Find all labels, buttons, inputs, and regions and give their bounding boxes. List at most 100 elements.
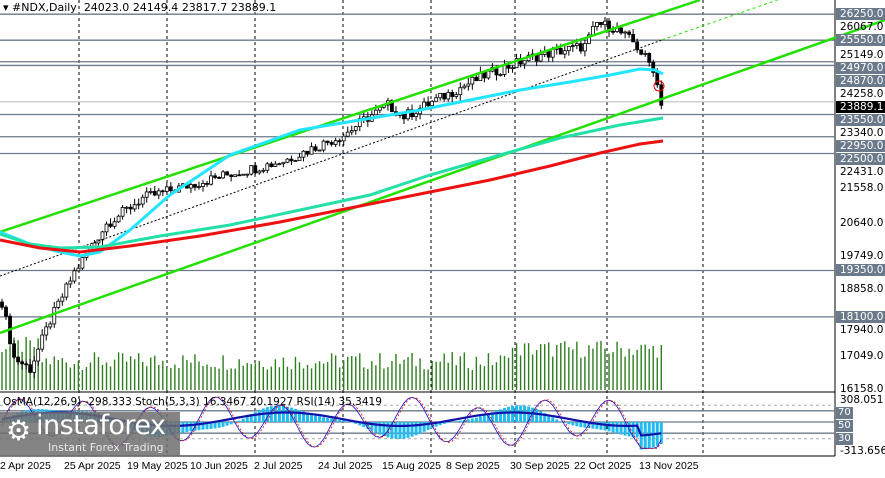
candle-bull (245, 173, 250, 176)
candle-bear (631, 34, 636, 43)
candle-bull (321, 140, 326, 151)
level-label: 24870.0 (836, 75, 885, 88)
price-tick-label: 17940.0 (840, 323, 884, 336)
date-label: 13 Nov 2025 (639, 460, 699, 472)
candle-bull (498, 74, 503, 76)
date-label: 25 Apr 2025 (64, 460, 121, 472)
candle-bull (32, 360, 37, 373)
candle-bull (353, 126, 358, 131)
candle-bull (189, 184, 193, 189)
candle-bear (193, 184, 197, 188)
watermark-brand: instaforex (36, 410, 166, 441)
candle-bear (4, 306, 8, 317)
candle-bear (0, 301, 4, 308)
osc-level-label: 30 (836, 433, 853, 445)
candle-bull (430, 100, 435, 107)
candle-bull (309, 146, 314, 155)
candle-bull (148, 191, 153, 193)
candle-bull (470, 76, 475, 85)
candle-bull (48, 323, 53, 328)
candle-bull (96, 239, 101, 244)
candle-bull (514, 58, 519, 69)
candle-bull (44, 326, 49, 336)
ohlc-open: 24023.0 (83, 1, 130, 14)
candle-bull (265, 163, 270, 171)
candle-bull (486, 70, 491, 79)
candle-bear (24, 363, 29, 366)
candle-bull (40, 334, 45, 350)
candle-bear (237, 174, 242, 177)
level-label: 25550.0 (836, 34, 885, 47)
candle-bear (168, 186, 173, 192)
candle-bear (599, 22, 603, 26)
candle-bull (273, 163, 278, 167)
price-tick-label: 25149.0 (840, 49, 884, 62)
candle-bear (20, 361, 25, 365)
candle-bull (566, 45, 571, 52)
candle-bear (659, 84, 664, 106)
price-tick-label: 18858.0 (840, 282, 884, 295)
channel-middle-extension (661, 0, 779, 41)
candle-bull (333, 140, 338, 145)
instaforex-watermark: ⚙ instaforex Instant Forex Trading (0, 410, 180, 456)
ohlc-high: 24149.4 (132, 1, 179, 14)
candle-bear (619, 27, 623, 34)
candle-bull (406, 109, 410, 120)
ma-slow-line (0, 139, 664, 254)
osc-max-label: 308.051 (840, 394, 884, 406)
chart-title: ▾ #NDX,Daily 24023.0 24149.4 23817.7 238… (3, 1, 277, 14)
candle-bull (201, 182, 205, 187)
candle-bear (635, 41, 640, 51)
oscillator-title: OsMA(12,26,9) -298.333 Stoch(5,3,3) 16.3… (3, 396, 382, 408)
candle-bear (337, 140, 342, 143)
candle-bear (253, 165, 258, 174)
level-label: 22500.0 (836, 153, 885, 166)
candle-bull (249, 165, 254, 175)
candle-bull (164, 186, 169, 192)
candle-bull (116, 215, 121, 223)
ohlc-close: 23889.1 (230, 1, 277, 14)
candle-bull (643, 53, 648, 55)
price-tick-label: 16158.0 (840, 383, 884, 396)
candle-bull (156, 190, 161, 196)
candle-bull (587, 34, 591, 44)
candle-bull (349, 130, 354, 133)
candle-bull (502, 64, 507, 75)
date-label: 30 Sep 2025 (510, 460, 570, 472)
candle-bull (285, 158, 290, 163)
candle-bull (574, 43, 579, 46)
candle-bear (546, 50, 551, 58)
candle-bear (229, 174, 234, 178)
candle-bear (426, 101, 431, 107)
candle-bull (52, 307, 57, 325)
candle-bull (257, 170, 262, 174)
candle-bear (482, 71, 487, 79)
candle-bear (639, 49, 644, 55)
candle-bear (313, 146, 318, 151)
candle-bull (462, 85, 467, 89)
date-label: 15 Aug 2025 (382, 460, 441, 472)
candle-bull (209, 175, 213, 185)
price-tick-label: 26067.0 (840, 21, 884, 34)
candle-bear (442, 92, 447, 100)
candle-bear (651, 61, 656, 73)
date-label: 19 May 2025 (127, 460, 188, 472)
candle-bull (466, 83, 471, 87)
candle-bear (289, 158, 294, 162)
candle-bull (140, 196, 145, 205)
candle-bear (12, 343, 16, 358)
level-label: 18100.0 (836, 310, 885, 323)
stoch-signal-line (1, 396, 662, 449)
candle-bull (72, 270, 77, 282)
candle-bull (136, 203, 141, 206)
candle-bull (233, 174, 238, 178)
ma-mid-line (0, 116, 664, 250)
channel-lower-line (0, 18, 885, 335)
level-label: 22950.0 (836, 140, 885, 153)
candle-bull (454, 94, 459, 97)
candle-bull (241, 173, 246, 176)
watermark-tagline: Instant Forex Trading (48, 441, 164, 454)
date-label: 10 Jun 2025 (190, 460, 248, 472)
candle-bear (647, 53, 652, 63)
